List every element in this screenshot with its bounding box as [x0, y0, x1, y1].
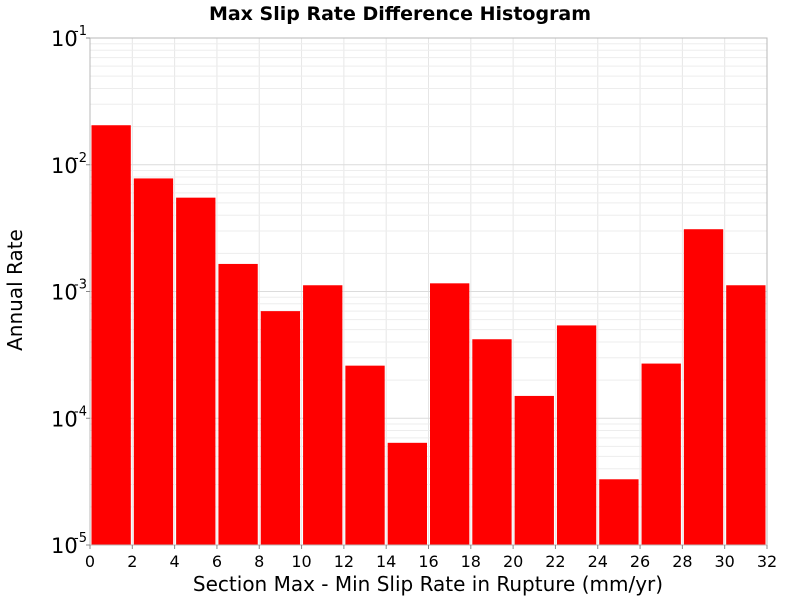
- x-axis-ticks: 0 2 4 6 8 10 12 14 16 18 20 22 24 26 28 30 32: [85, 545, 777, 571]
- x-tick-label: 2: [127, 552, 137, 571]
- x-tick-label: 26: [630, 552, 650, 571]
- x-tick-label: 20: [503, 552, 523, 571]
- y-tick-label: 10: [51, 27, 78, 51]
- histogram-bar: [91, 125, 131, 545]
- x-tick-label: 24: [588, 552, 608, 571]
- x-tick-label: 28: [672, 552, 692, 571]
- y-tick-exponent: -2: [74, 151, 87, 166]
- histogram-bar: [641, 363, 681, 545]
- histogram-bar: [683, 229, 724, 545]
- histogram-bar: [176, 197, 216, 545]
- y-tick-label: 10: [51, 154, 78, 178]
- x-tick-label: 14: [376, 552, 396, 571]
- y-tick-exponent: -3: [74, 278, 87, 293]
- histogram-bar: [556, 325, 597, 545]
- x-tick-label: 8: [254, 552, 264, 571]
- chart-title: Max Slip Rate Difference Histogram: [209, 3, 591, 25]
- y-tick-exponent: -4: [74, 404, 87, 419]
- x-tick-label: 32: [757, 552, 777, 571]
- histogram-bar: [472, 339, 512, 545]
- histogram-bar: [218, 263, 258, 545]
- y-axis-ticks: 10-110-210-310-410-5: [51, 24, 90, 558]
- histogram-bar: [514, 395, 554, 545]
- histogram-bar: [430, 283, 470, 545]
- histogram-bar: [599, 479, 639, 545]
- y-tick-label: 10: [51, 407, 78, 431]
- x-tick-label: 0: [85, 552, 95, 571]
- x-tick-label: 4: [170, 552, 180, 571]
- x-tick-label: 16: [418, 552, 438, 571]
- histogram-bar: [387, 442, 427, 545]
- x-tick-label: 12: [334, 552, 354, 571]
- y-axis-label: Annual Rate: [3, 229, 27, 351]
- x-tick-label: 6: [212, 552, 222, 571]
- y-tick-exponent: -1: [74, 24, 87, 39]
- y-tick-exponent: -5: [74, 531, 87, 546]
- histogram-bar: [303, 285, 343, 545]
- x-tick-label: 10: [291, 552, 311, 571]
- bars: [91, 125, 766, 545]
- x-tick-label: 18: [461, 552, 481, 571]
- x-tick-label: 22: [545, 552, 565, 571]
- histogram-bar: [726, 285, 766, 545]
- y-tick-label: 10: [51, 281, 78, 305]
- y-tick-label: 10: [51, 534, 78, 558]
- x-axis-label: Section Max - Min Slip Rate in Rupture (…: [193, 572, 663, 596]
- x-tick-label: 30: [715, 552, 735, 571]
- histogram-bar: [133, 178, 174, 545]
- histogram-bar: [345, 365, 385, 545]
- histogram-bar: [260, 311, 301, 545]
